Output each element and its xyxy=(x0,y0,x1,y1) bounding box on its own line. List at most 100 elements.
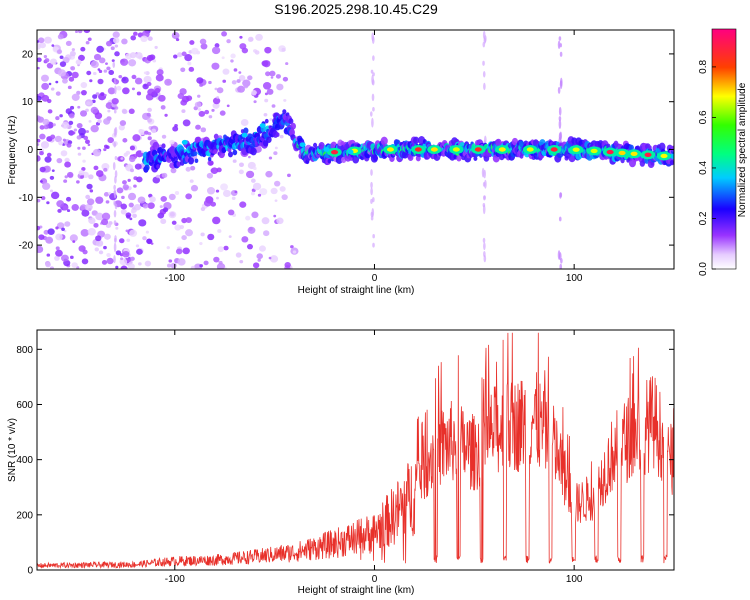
streak-cell-2-4 xyxy=(558,36,562,41)
noise-cell-573 xyxy=(132,206,136,210)
noise-cell-271 xyxy=(85,194,91,200)
noise-cell-618 xyxy=(120,203,128,210)
noise-cell-80 xyxy=(231,196,236,201)
noise-cell-336 xyxy=(217,229,222,233)
noise-cell-318 xyxy=(37,245,44,254)
noise-cell-483 xyxy=(212,216,221,225)
noise-cell-616 xyxy=(292,250,297,254)
noise-cell-168 xyxy=(214,87,218,91)
noise-cell-98 xyxy=(131,210,135,214)
noise-cell-611 xyxy=(180,67,186,73)
noise-cell-424 xyxy=(95,170,104,178)
noise-cell-581 xyxy=(105,223,112,229)
noise-cell-683 xyxy=(146,112,151,117)
noise-cell-646 xyxy=(120,265,128,269)
spectrogram-y-tick-label-4: 20 xyxy=(22,49,34,60)
noise-cell-640 xyxy=(37,95,42,101)
noise-cell-233 xyxy=(69,234,78,242)
noise-cell-570 xyxy=(169,212,175,217)
noise-cell-175 xyxy=(81,167,86,172)
noise-cell-134 xyxy=(200,127,207,133)
noise-cell-492 xyxy=(256,253,263,260)
noise-cell-692 xyxy=(274,146,278,150)
colorbar-tick-label-3: 0.6 xyxy=(698,110,709,124)
noise-cell-508 xyxy=(47,228,55,235)
noise-cell-577 xyxy=(66,171,74,178)
noise-cell-689 xyxy=(131,87,135,91)
noise-cell-391 xyxy=(55,80,59,84)
noise-cell-340 xyxy=(243,84,249,89)
noise-cell-524 xyxy=(175,38,180,42)
noise-cell-612 xyxy=(239,259,244,264)
noise-cell-422 xyxy=(40,141,50,149)
streak-cell-3-3 xyxy=(113,242,117,253)
noise-cell-608 xyxy=(219,110,226,116)
noise-cell-362 xyxy=(214,43,220,48)
streak-cell-0-0 xyxy=(370,187,373,196)
noise-cell-594 xyxy=(195,124,201,130)
noise-cell-548 xyxy=(50,134,56,140)
peak-cell-10-1 xyxy=(572,147,580,152)
noise-cell-682 xyxy=(68,113,75,119)
noise-cell-439 xyxy=(155,74,164,82)
noise-cell-636 xyxy=(81,247,85,250)
noise-cell-607 xyxy=(254,50,260,55)
feature-cell-4 xyxy=(323,147,330,152)
streak-cell-2-21 xyxy=(558,216,562,222)
noise-cell-398 xyxy=(126,258,131,263)
streak-cell-0-5 xyxy=(369,111,373,117)
noise-cell-250 xyxy=(44,58,50,63)
noise-cell-219 xyxy=(133,204,141,211)
noise-cell-52 xyxy=(60,150,68,157)
noise-cell-234 xyxy=(213,256,220,263)
noise-cell-11 xyxy=(87,143,91,147)
noise-cell-339 xyxy=(55,249,63,257)
noise-cell-262 xyxy=(62,205,69,211)
streak-cell-1-6 xyxy=(482,204,486,215)
noise-cell-475 xyxy=(125,150,131,155)
noise-cell-171 xyxy=(72,131,76,135)
noise-cell-579 xyxy=(199,242,203,246)
noise-cell-601 xyxy=(37,138,41,143)
noise-cell-460 xyxy=(241,47,249,54)
feature-cell-1 xyxy=(241,132,248,138)
noise-cell-497 xyxy=(114,44,119,48)
noise-cell-60 xyxy=(230,59,234,63)
colorbar-tick-label-2: 0.4 xyxy=(698,161,709,175)
noise-cell-291 xyxy=(67,85,72,90)
spectrogram-x-tick-label-1: 0 xyxy=(372,273,378,284)
noise-cell-341 xyxy=(130,35,137,41)
noise-cell-485 xyxy=(103,144,109,149)
noise-cell-630 xyxy=(240,119,249,127)
noise-cell-624 xyxy=(154,87,161,94)
trace-cell-805 xyxy=(193,151,198,157)
noise-cell-665 xyxy=(226,104,230,108)
streak-cell-1-14 xyxy=(484,179,487,189)
noise-cell-643 xyxy=(122,184,129,191)
snr-y-tick-label-2: 400 xyxy=(16,455,33,466)
peak-cell-8-1 xyxy=(526,147,534,152)
noise-cell-576 xyxy=(85,130,90,134)
noise-cell-124 xyxy=(274,199,278,202)
noise-cell-710 xyxy=(188,66,195,72)
noise-cell-634 xyxy=(77,105,81,109)
noise-cell-241 xyxy=(39,42,46,49)
noise-cell-256 xyxy=(71,93,80,101)
noise-cell-183 xyxy=(81,258,89,265)
noise-cell-287 xyxy=(90,124,99,133)
streak-cell-1-21 xyxy=(484,35,487,43)
noise-cell-352 xyxy=(252,182,262,191)
noise-cell-138 xyxy=(248,155,251,159)
noise-cell-404 xyxy=(284,262,291,268)
noise-cell-501 xyxy=(61,254,69,262)
noise-cell-706 xyxy=(156,174,160,179)
snr-x-label: Height of straight line (km) xyxy=(298,585,415,596)
noise-cell-292 xyxy=(290,245,294,249)
streak-cell-3-2 xyxy=(113,77,117,85)
noise-cell-438 xyxy=(147,88,156,96)
noise-cell-403 xyxy=(169,139,175,145)
noise-cell-650 xyxy=(276,83,284,91)
streak-cell-3-15 xyxy=(114,203,118,210)
noise-cell-186 xyxy=(88,174,94,180)
noise-cell-55 xyxy=(103,192,110,197)
